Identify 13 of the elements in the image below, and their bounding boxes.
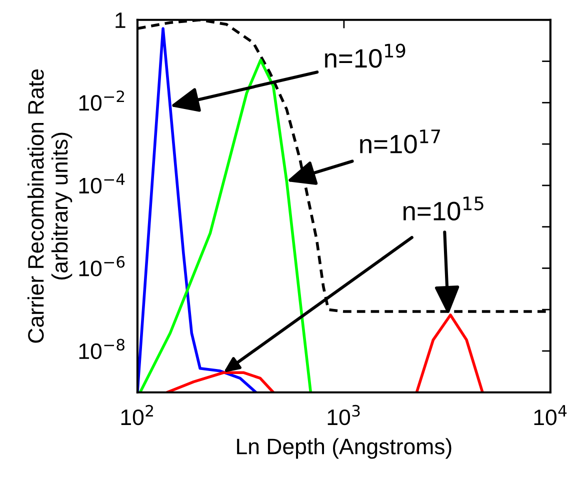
x-tick-label: 10$^{4}$	[534, 405, 567, 426]
x-tick-label: 10$^{2}$	[121, 404, 153, 426]
annotation: n=10$^{19}$	[325, 44, 406, 68]
annotation: n=10$^{17}$	[360, 130, 440, 154]
annotation: n=10$^{15}$	[404, 196, 484, 220]
y-axis-title: Carrier Recombination Rate (arbitrary units)	[27, 69, 72, 343]
y-tick-label: 1	[116, 12, 126, 28]
y-tick-label: 10$^{−2}$	[79, 90, 124, 111]
y-tick-label: 10$^{−4}$	[79, 173, 125, 194]
x-tick-label: 10$^{3}$	[328, 404, 360, 426]
y-tick-label: 10$^{−8}$	[79, 338, 124, 360]
y-tick-label: 10$^{−6}$	[79, 256, 125, 276]
x-axis-title: Ln Depth (Angstroms)	[237, 438, 452, 459]
